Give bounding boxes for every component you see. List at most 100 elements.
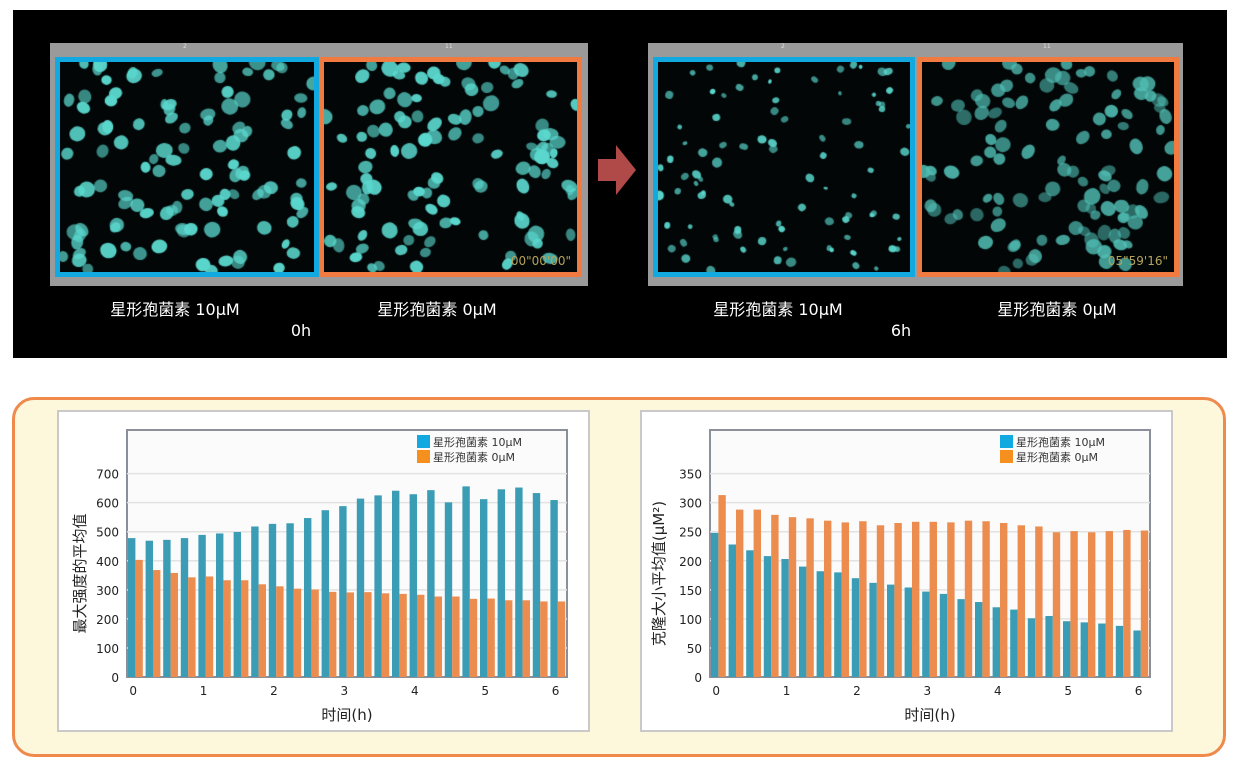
x-tick-label: 5	[1064, 684, 1072, 698]
bar-0uM	[152, 570, 161, 677]
bar-0uM	[1105, 531, 1113, 677]
bar-0uM	[205, 576, 214, 677]
image-label: 星形孢菌素 0μM	[997, 300, 1117, 319]
y-tick-label: 150	[679, 584, 702, 598]
bar-0uM	[876, 525, 885, 677]
well-number: 11	[445, 43, 453, 50]
bar-10uM	[233, 531, 241, 677]
bar-0uM	[293, 588, 302, 677]
bar-0uM	[416, 594, 425, 677]
bar-0uM	[1140, 530, 1149, 677]
bar-10uM	[145, 540, 153, 677]
bar-10uM	[392, 490, 400, 677]
bar-0uM	[434, 596, 442, 677]
bar-10uM	[904, 587, 912, 677]
legend-swatch	[1000, 450, 1013, 463]
bar-10uM	[286, 523, 294, 677]
bar-0uM	[487, 598, 495, 677]
bar-0uM	[399, 593, 407, 677]
bar-10uM	[1098, 623, 1106, 677]
bar-0uM	[276, 586, 284, 677]
x-tick-label: 1	[783, 684, 791, 698]
bar-10uM	[1063, 621, 1071, 677]
bar-10uM	[480, 499, 488, 677]
image-frame-0h: 2 11 00"00'00"	[50, 43, 588, 286]
bar-10uM	[321, 510, 329, 677]
bar-0uM	[258, 584, 266, 677]
bar-10uM	[427, 490, 435, 677]
legend-label: 星形孢菌素 0μM	[1016, 451, 1098, 464]
bar-0uM	[753, 509, 761, 677]
charts-panel: 0 100 200 300 400 500 600 700 0 1 2 3 4 5 6 时间(h) 最大强度的平…	[12, 397, 1226, 757]
y-axis-title: 最大强度的平均值	[71, 513, 89, 633]
y-tick-label: 50	[687, 642, 702, 656]
arrow-right-icon	[598, 145, 636, 195]
bar-0uM	[718, 495, 726, 677]
bar-0uM	[911, 521, 920, 677]
bar-10uM	[957, 599, 965, 677]
legend-swatch	[417, 450, 430, 463]
well-number: 2	[781, 43, 785, 50]
bar-0uM	[328, 591, 337, 677]
y-tick-label: 400	[96, 555, 119, 569]
x-axis-title: 时间(h)	[321, 706, 372, 724]
cell-image-0uM-6h: 05"59'16"	[917, 57, 1179, 277]
bar-0uM	[894, 522, 902, 677]
bar-10uM	[799, 566, 807, 677]
time-label: 6h	[890, 321, 912, 340]
bar-0uM	[823, 520, 832, 677]
image-label: 星形孢菌素 10μM	[110, 300, 240, 319]
chart-max-intensity: 0 100 200 300 400 500 600 700 0 1 2 3 4 5 6 时间(h) 最大强度的平…	[57, 410, 590, 732]
chart-clone-size: 0 50 100 150 200 250 300 350 0 1 2 3 4 5 6 时间(h) 克隆大小平均值…	[640, 410, 1173, 732]
y-tick-label: 200	[96, 613, 119, 627]
bar-0uM	[540, 601, 548, 677]
x-tick-label: 5	[481, 684, 489, 698]
cell-image-10uM-6h	[653, 57, 915, 277]
bar-10uM	[869, 582, 877, 677]
bar-0uM	[859, 521, 867, 677]
x-tick-label: 3	[341, 684, 349, 698]
bar-0uM	[735, 509, 744, 677]
legend-label: 星形孢菌素 10μM	[1016, 436, 1105, 449]
bar-10uM	[1045, 615, 1053, 677]
x-tick-label: 1	[200, 684, 208, 698]
x-axis-title: 时间(h)	[904, 706, 955, 724]
y-tick-label: 100	[679, 613, 702, 627]
bar-10uM	[356, 498, 365, 677]
timestamp: 05"59'16"	[1107, 254, 1168, 268]
legend-label: 星形孢菌素 10μM	[433, 436, 522, 449]
bar-10uM	[216, 533, 224, 677]
legend-swatch	[417, 435, 430, 448]
cell-image-10uM-0h	[55, 57, 319, 277]
bar-0uM	[504, 600, 513, 677]
bar-10uM	[128, 538, 136, 677]
image-frame-6h: 2 11 05"59'16"	[648, 43, 1183, 286]
bar-0uM	[947, 522, 955, 677]
y-axis-title: 克隆大小平均值(μM²)	[650, 501, 668, 646]
bar-10uM	[763, 556, 772, 677]
bar-10uM	[1080, 622, 1088, 677]
microscopy-panel: 2 11 00"00'00" 星形孢菌素 10μM 星形孢菌素 0μM 0h 2…	[13, 10, 1227, 358]
bar-0uM	[771, 514, 779, 677]
bar-10uM	[515, 487, 523, 677]
bar-0uM	[240, 580, 249, 677]
bar-10uM	[409, 494, 417, 677]
x-tick-label: 4	[411, 684, 419, 698]
bar-10uM	[922, 591, 930, 677]
bar-10uM	[816, 571, 824, 677]
bar-0uM	[364, 592, 372, 677]
bar-10uM	[550, 500, 558, 677]
bar-0uM	[788, 517, 797, 677]
bar-0uM	[929, 521, 937, 677]
bar-10uM	[711, 532, 719, 677]
image-label: 星形孢菌素 10μM	[713, 300, 843, 319]
bar-0uM	[982, 521, 990, 677]
bar-10uM	[939, 593, 948, 677]
bar-10uM	[1010, 609, 1018, 677]
cell-image-0uM-0h: 00"00'00"	[319, 57, 582, 277]
bar-0uM	[188, 577, 196, 677]
bar-0uM	[452, 596, 460, 677]
bar-0uM	[1052, 532, 1061, 677]
y-tick-label: 0	[694, 671, 702, 685]
bar-10uM	[1115, 625, 1124, 677]
